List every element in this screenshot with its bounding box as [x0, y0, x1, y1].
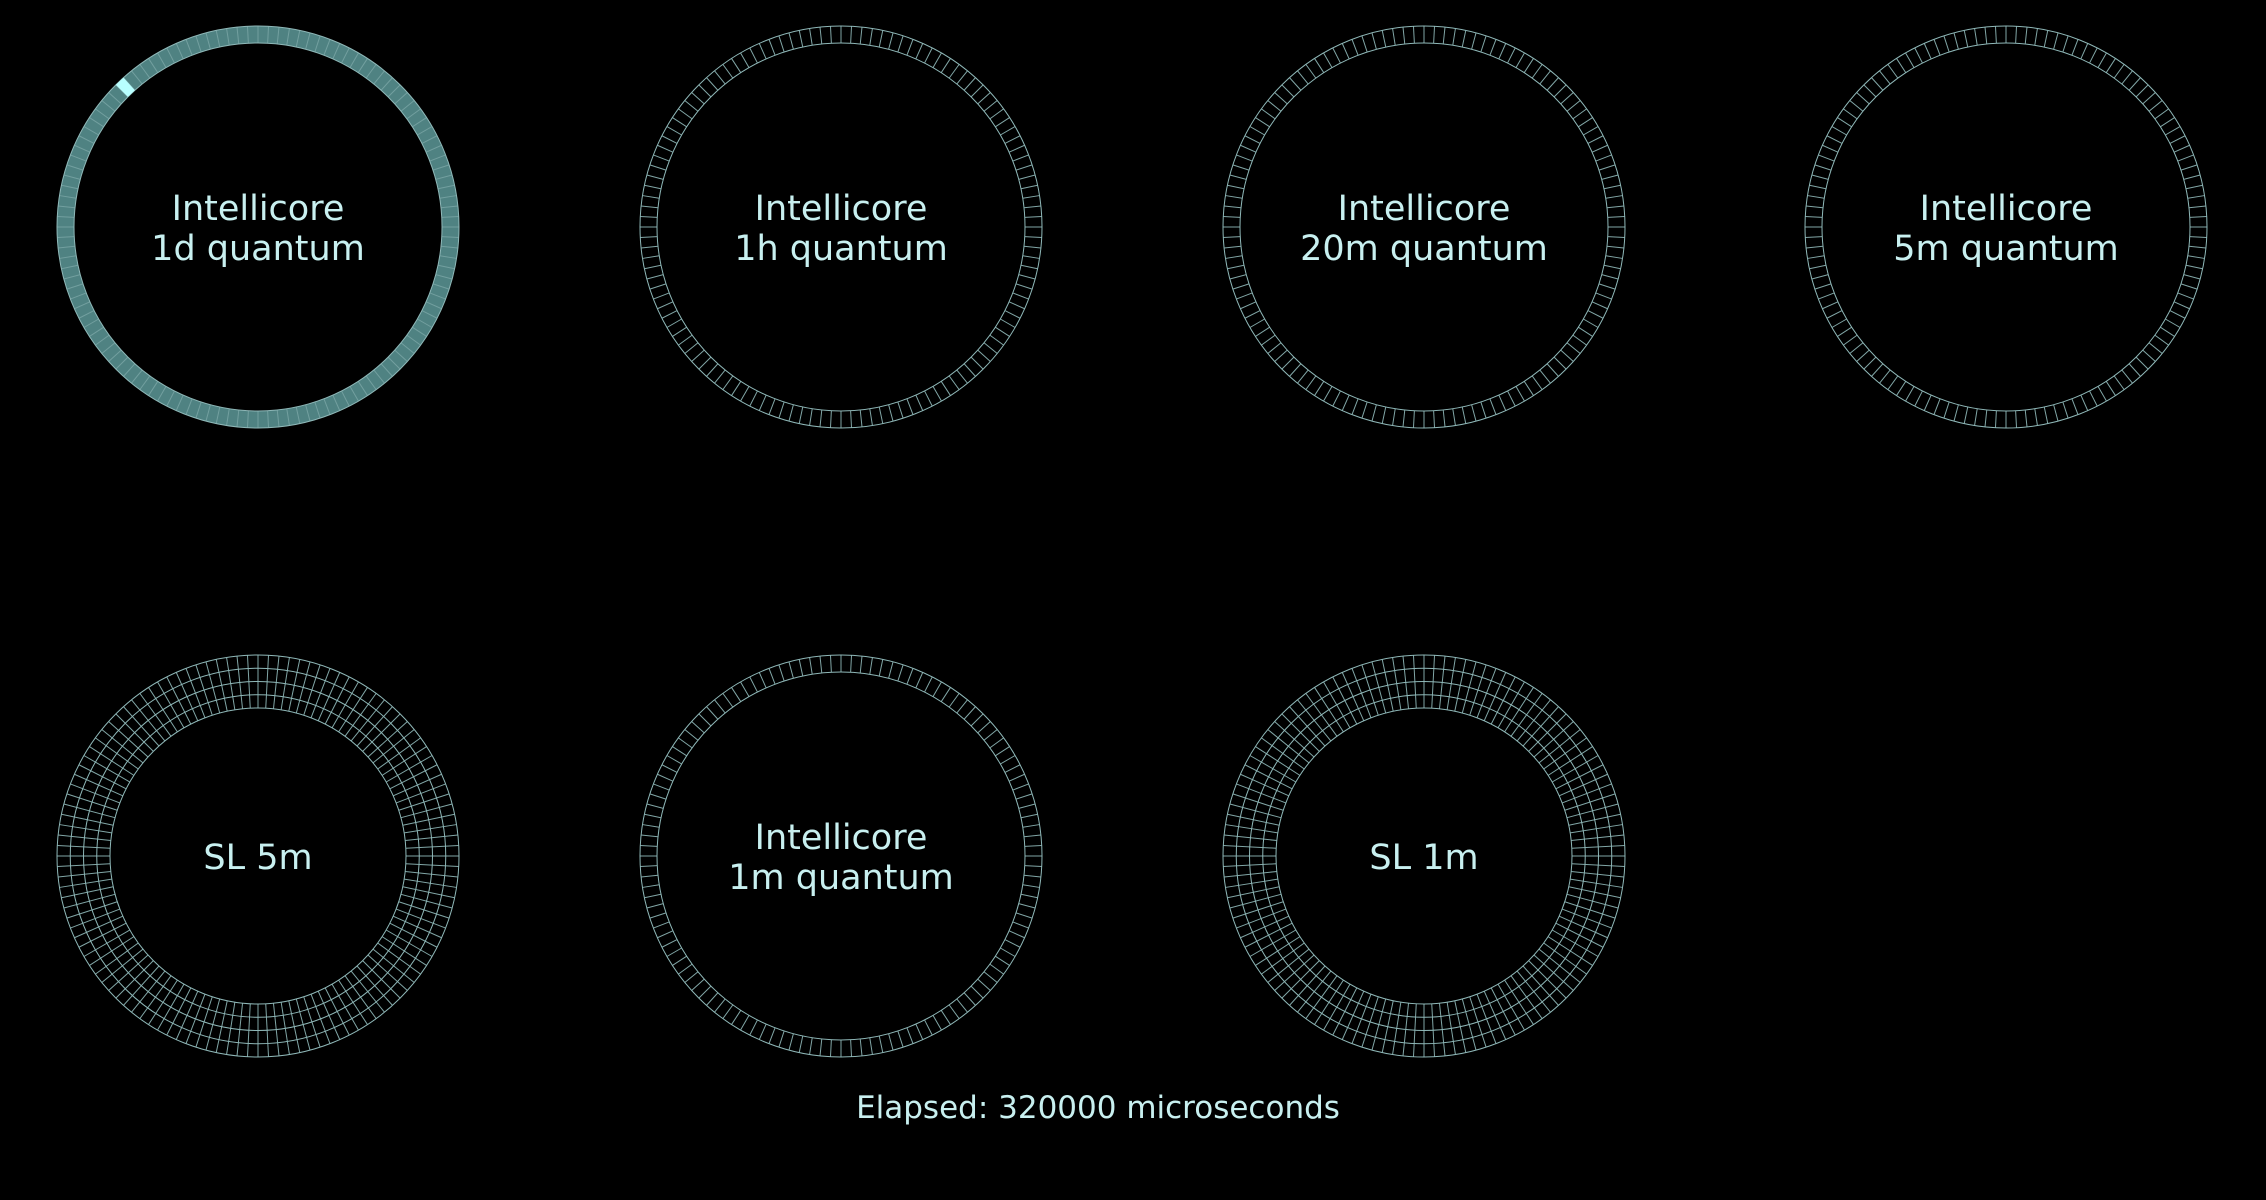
- dial-label-line: 1d quantum: [151, 229, 365, 269]
- dial-label: SL 1m: [1244, 838, 1604, 878]
- dial-intellicore-1h: [639, 25, 1043, 429]
- dial-segments: [640, 26, 1042, 428]
- dial-segments: [57, 655, 459, 1057]
- dial-label-line: 1m quantum: [728, 858, 954, 898]
- dial-intellicore-20m: [1222, 25, 1626, 429]
- dial-label: Intellicore 5m quantum: [1826, 189, 2186, 269]
- dial-label-line: Intellicore: [1337, 189, 1511, 229]
- dial-label-line: Intellicore: [171, 189, 345, 229]
- dial-sl-1m: [1222, 654, 1626, 1058]
- dial-label-line: 1h quantum: [734, 229, 948, 269]
- dial-label-line: 20m quantum: [1300, 229, 1548, 269]
- dial-label-line: SL 5m: [203, 838, 313, 878]
- dial-label-line: Intellicore: [754, 189, 928, 229]
- dial-label: SL 5m: [78, 838, 438, 878]
- dial-intellicore-5m: [1804, 25, 2208, 429]
- dial-intellicore-1d: [56, 25, 460, 429]
- dial-sl-5m: [56, 654, 460, 1058]
- dial-label: Intellicore 1m quantum: [661, 818, 1021, 898]
- dial-segments: [1223, 26, 1625, 428]
- dial-intellicore-1m: [639, 654, 1043, 1058]
- dial-segments: [1223, 655, 1625, 1057]
- dial-label: Intellicore 20m quantum: [1244, 189, 1604, 269]
- dial-segments: [640, 655, 1042, 1057]
- dial-label: Intellicore 1h quantum: [661, 189, 1021, 269]
- dial-label-line: Intellicore: [1919, 189, 2093, 229]
- dial-segments: [57, 26, 459, 428]
- elapsed-status: Elapsed: 320000 microseconds: [856, 1090, 1340, 1126]
- dial-segments: [1805, 26, 2207, 428]
- dial-label-line: SL 1m: [1369, 838, 1479, 878]
- dial-label: Intellicore 1d quantum: [78, 189, 438, 269]
- dial-label-line: Intellicore: [754, 818, 928, 858]
- dial-label-line: 5m quantum: [1893, 229, 2119, 269]
- progress-marker: [115, 77, 135, 97]
